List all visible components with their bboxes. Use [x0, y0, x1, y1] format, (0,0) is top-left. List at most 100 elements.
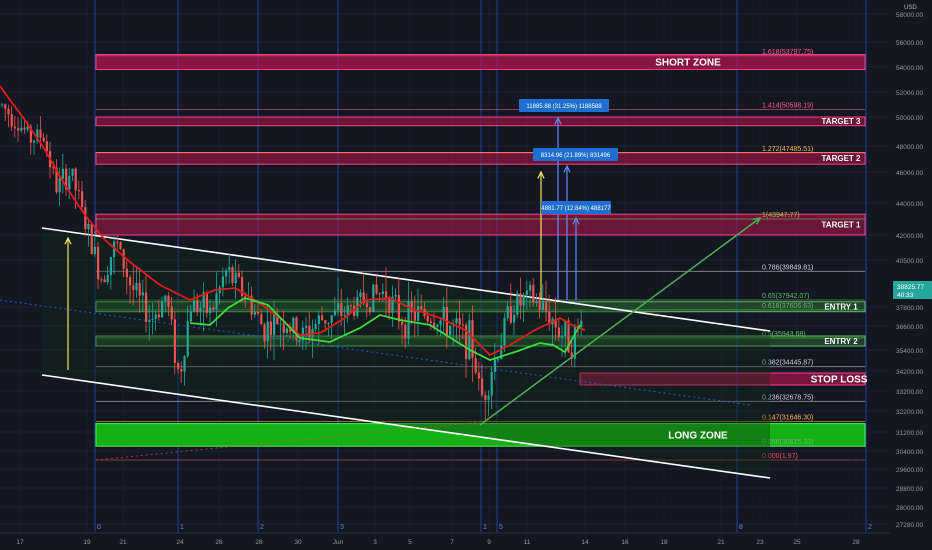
target3-arrow-head	[554, 116, 562, 125]
candle-body	[148, 319, 151, 322]
price-tick-label: 35400.00	[896, 348, 923, 355]
candle-body	[381, 291, 384, 295]
current-price-label: 38825.77	[897, 284, 924, 291]
time-tick-label: 26	[215, 539, 223, 546]
candle-body	[289, 328, 292, 332]
candle-body	[55, 167, 58, 193]
long-projection-arrow-head	[752, 216, 762, 225]
candle-body	[433, 322, 436, 328]
channel-upper-line	[41, 227, 771, 332]
candle-body	[71, 168, 74, 176]
candle-body	[321, 315, 324, 321]
candle-body	[228, 267, 231, 271]
candle-body	[346, 305, 349, 316]
time-tick-label: 25	[793, 539, 801, 546]
candle-body	[429, 321, 432, 323]
candle-body	[276, 314, 279, 325]
candle-body	[295, 317, 298, 341]
price-tick-label: 28000.00	[896, 505, 923, 512]
zone-target-3	[95, 116, 866, 127]
candle-body	[426, 316, 429, 322]
candle-body	[39, 129, 42, 138]
candle-body	[503, 317, 506, 346]
time-tick-label: 19	[83, 539, 91, 546]
candle-body	[180, 369, 183, 372]
time-tick-label: 21	[717, 539, 725, 546]
candle-body	[298, 340, 301, 342]
measure-arrow-head	[563, 164, 571, 173]
countdown-label: 40:33	[897, 292, 914, 299]
candle-body	[519, 293, 522, 306]
target2-arrow-head	[537, 170, 545, 179]
zone-label: ENTRY 1	[824, 303, 858, 312]
price-tick-label: 42000.00	[896, 233, 923, 240]
candle-body	[263, 324, 266, 342]
candle-body	[525, 290, 528, 295]
candle-body	[327, 322, 330, 324]
measurement-label: 8314.96 (21.89%) 831496	[541, 153, 611, 159]
candle-body	[106, 274, 109, 283]
candle-body	[244, 296, 247, 298]
candle-body	[103, 279, 106, 283]
candle-body	[173, 319, 176, 364]
candle-body	[442, 306, 445, 321]
candle-body	[493, 359, 496, 372]
cycle-number: 1	[180, 524, 184, 531]
candle-body	[209, 307, 212, 313]
candle-body	[151, 318, 154, 320]
fib-label: 0.786(39849.81)	[762, 264, 813, 271]
candle-body	[317, 315, 320, 325]
long-projection-arrow	[479, 217, 761, 426]
candle-body	[557, 327, 560, 338]
time-tick-label: 30	[294, 539, 302, 546]
candle-body	[177, 363, 180, 370]
candle-body	[234, 272, 237, 283]
candle-body	[266, 321, 269, 342]
price-tick-label: 32200.00	[896, 409, 923, 416]
candle-body	[42, 137, 45, 142]
candle-body	[109, 257, 112, 275]
candle-body	[580, 320, 583, 328]
price-tick-label: 48000.00	[896, 144, 923, 151]
time-axis[interactable]: 17 19 21 24 26 28 30 Jun 3 5 7 9 11 14 16 18 21 23 25 28	[0, 532, 890, 550]
candle-body	[516, 293, 519, 315]
zone-label: LONG ZONE	[668, 430, 728, 441]
candle-body	[465, 324, 468, 360]
candle-body	[157, 314, 160, 318]
measurement-box	[533, 148, 618, 161]
fib-label: 1.414(50598.19)	[762, 103, 813, 110]
candle-body	[202, 292, 205, 308]
cycle-number: 1	[483, 524, 487, 531]
candle-body	[324, 320, 327, 324]
candle-body	[237, 272, 240, 277]
measurement-boxes: 11885.88 (31.25%) 1188588 8314.96 (21.89%…	[519, 99, 618, 214]
time-tick-label: 14	[581, 539, 589, 546]
candle-body	[410, 300, 413, 312]
candle-body	[189, 311, 192, 322]
candle-body	[500, 345, 503, 360]
candle-body	[20, 127, 23, 131]
zone-stop-loss	[579, 372, 866, 386]
fib-label: 1.618(53797.75)	[762, 49, 813, 56]
candle-body	[375, 284, 378, 294]
candle-body	[199, 307, 202, 313]
candle-body	[129, 277, 132, 286]
fib-label: 0.382(34445.87)	[762, 360, 813, 367]
zone-target-2	[95, 152, 866, 165]
zone-short-zone	[95, 54, 866, 70]
candle-body	[141, 292, 144, 296]
candle-body	[116, 241, 119, 243]
candle-body	[45, 141, 48, 152]
candle-body	[68, 175, 71, 190]
time-tick-label: 16	[621, 539, 629, 546]
candle-body	[113, 241, 116, 258]
channel-height-arrow-head	[64, 236, 72, 245]
time-tick-label: 28	[255, 539, 263, 546]
fib-label: 1.272(47485.51)	[762, 146, 813, 153]
candle-body	[401, 321, 404, 326]
time-tick-label: 5	[408, 539, 412, 546]
candle-body	[538, 300, 541, 310]
